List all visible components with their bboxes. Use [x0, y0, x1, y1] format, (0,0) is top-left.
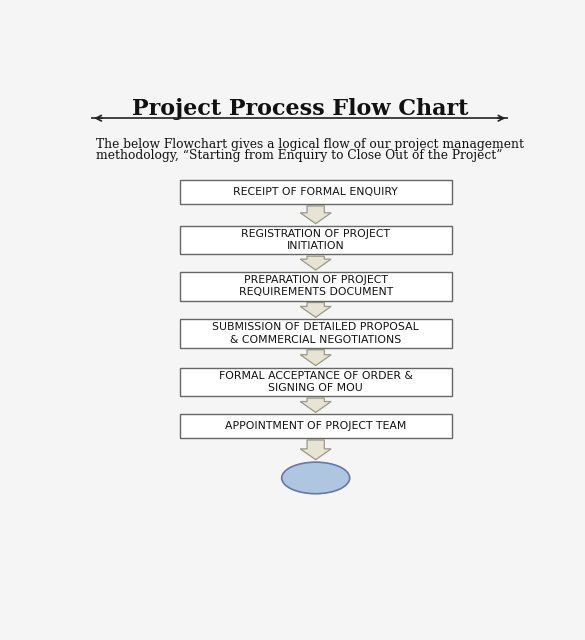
Ellipse shape: [282, 462, 350, 493]
Polygon shape: [300, 350, 331, 365]
Text: APPOINTMENT OF PROJECT TEAM: APPOINTMENT OF PROJECT TEAM: [225, 421, 407, 431]
FancyBboxPatch shape: [180, 272, 452, 301]
Polygon shape: [300, 440, 331, 460]
Text: SUBMISSION OF DETAILED PROPOSAL
& COMMERCIAL NEGOTIATIONS: SUBMISSION OF DETAILED PROPOSAL & COMMER…: [212, 323, 419, 345]
Polygon shape: [300, 398, 331, 412]
Text: REGISTRATION OF PROJECT
INITIATION: REGISTRATION OF PROJECT INITIATION: [241, 228, 390, 251]
Polygon shape: [300, 303, 331, 317]
Polygon shape: [300, 256, 331, 270]
FancyBboxPatch shape: [180, 319, 452, 348]
FancyBboxPatch shape: [180, 414, 452, 438]
FancyBboxPatch shape: [180, 180, 452, 204]
Text: Project Process Flow Chart: Project Process Flow Chart: [132, 98, 468, 120]
FancyBboxPatch shape: [180, 226, 452, 254]
FancyBboxPatch shape: [180, 367, 452, 396]
Polygon shape: [300, 206, 331, 223]
Text: FORMAL ACCEPTANCE OF ORDER &
SIGNING OF MOU: FORMAL ACCEPTANCE OF ORDER & SIGNING OF …: [219, 371, 412, 393]
Text: PREPARATION OF PROJECT
REQUIREMENTS DOCUMENT: PREPARATION OF PROJECT REQUIREMENTS DOCU…: [239, 275, 393, 298]
Text: RECEIPT OF FORMAL ENQUIRY: RECEIPT OF FORMAL ENQUIRY: [233, 187, 398, 197]
Text: The below Flowchart gives a logical flow of our project management: The below Flowchart gives a logical flow…: [96, 138, 524, 152]
Text: methodology, “Starting from Enquiry to Close Out of the Project”: methodology, “Starting from Enquiry to C…: [96, 149, 503, 163]
